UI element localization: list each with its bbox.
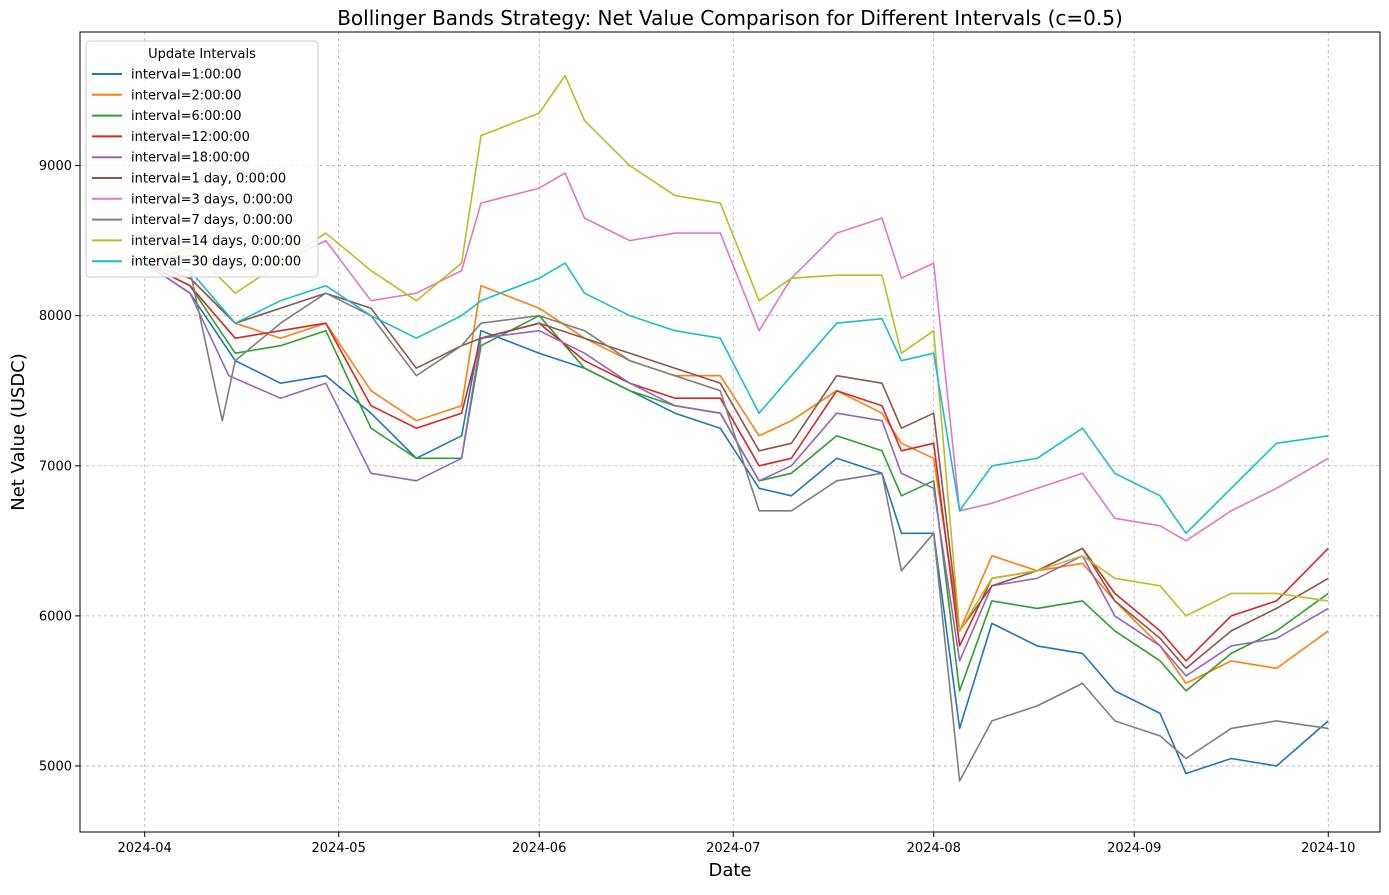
legend-box [85, 40, 319, 278]
x-tick-label: 2024-08 [907, 841, 961, 856]
x-tick-label: 2024-09 [1107, 841, 1161, 856]
legend-label: interval=14 days, 0:00:00 [131, 234, 301, 249]
x-tick-label: 2024-05 [312, 841, 366, 856]
y-axis-label: Net Value (USDC) [8, 353, 29, 511]
series-line-5 [144, 262, 1329, 677]
legend-label: interval=2:00:00 [131, 88, 242, 103]
legend-label: interval=18:00:00 [131, 151, 250, 166]
legend-label: interval=1 day, 0:00:00 [131, 172, 286, 187]
series-line-3 [144, 262, 1329, 692]
tick-layer: 2024-04 2024-05 2024-06 2024-07 2024-08 2024-… [39, 159, 1356, 856]
legend-label: interval=6:00:00 [131, 109, 242, 124]
series-line-8 [144, 262, 1329, 782]
series-line-6 [144, 262, 1329, 670]
series-line-4 [144, 262, 1329, 662]
series-line-10 [144, 262, 1329, 535]
x-tick-label: 2024-07 [706, 841, 760, 856]
plot-frame [79, 31, 1381, 833]
series-line-9 [144, 74, 1329, 632]
chart-title: Bollinger Bands Strategy: Net Value Comp… [337, 6, 1123, 30]
y-tick-label: 5000 [39, 759, 72, 774]
series-layer [144, 74, 1329, 782]
legend-title: Update Intervals [148, 47, 256, 62]
y-tick-label: 6000 [39, 609, 72, 624]
y-tick-label: 9000 [39, 159, 72, 174]
x-axis-label: Date [708, 860, 751, 881]
legend-label: interval=3 days, 0:00:00 [131, 192, 293, 207]
legend-label: interval=1:00:00 [131, 68, 242, 83]
legend-label: interval=30 days, 0:00:00 [131, 255, 301, 270]
x-tick-label: 2024-10 [1301, 841, 1355, 856]
series-line-1 [144, 262, 1329, 775]
legend-label: interval=12:00:00 [131, 130, 250, 145]
x-tick-label: 2024-04 [118, 841, 172, 856]
legend: Update Intervals interval=1:00:00 interva… [85, 40, 319, 278]
series-line-2 [144, 262, 1329, 685]
x-tick-label: 2024-06 [512, 841, 566, 856]
y-tick-label: 7000 [39, 459, 72, 474]
series-line-7 [144, 172, 1329, 542]
legend-label: interval=7 days, 0:00:00 [131, 213, 293, 228]
y-tick-label: 8000 [39, 309, 72, 324]
